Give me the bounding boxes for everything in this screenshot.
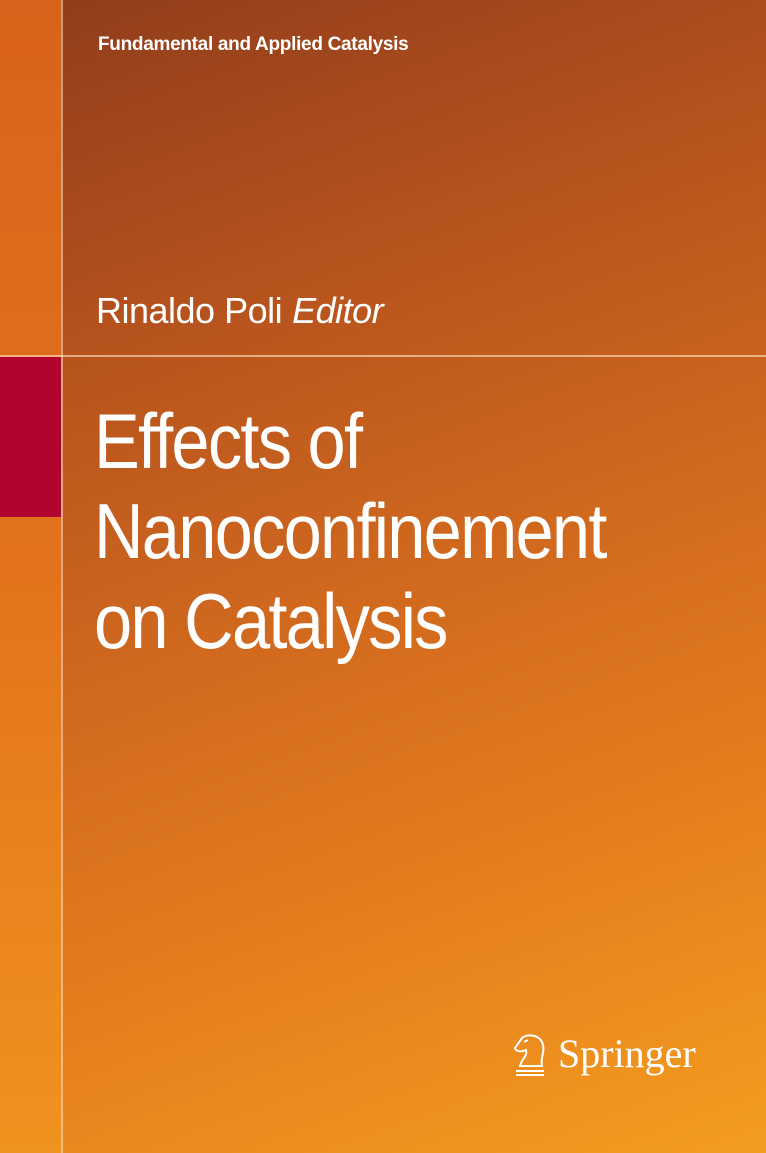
horizontal-rule bbox=[0, 355, 766, 357]
publisher-name: Springer bbox=[558, 1031, 696, 1076]
book-title: Effects of Nanoconfinement on Catalysis bbox=[94, 396, 607, 666]
knight-horse-icon bbox=[513, 1033, 545, 1076]
vertical-rule bbox=[61, 0, 63, 1153]
publisher-logo: Springer bbox=[510, 1030, 696, 1077]
left-strip bbox=[0, 0, 61, 1153]
title-line: on Catalysis bbox=[94, 577, 449, 665]
editor-role: Editor bbox=[292, 290, 384, 331]
accent-block bbox=[0, 357, 61, 517]
series-title: Fundamental and Applied Catalysis bbox=[98, 34, 409, 55]
editor-line: Rinaldo Poli Editor bbox=[96, 290, 384, 332]
editor-name: Rinaldo Poli bbox=[96, 290, 283, 331]
title-line: Nanoconfinement bbox=[94, 487, 607, 575]
title-line: Effects of bbox=[94, 397, 363, 485]
